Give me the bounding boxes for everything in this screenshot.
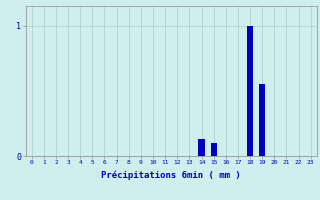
Bar: [198, 139, 204, 156]
Bar: [247, 26, 253, 156]
Bar: [211, 143, 217, 156]
Bar: [259, 84, 265, 156]
X-axis label: Précipitations 6min ( mm ): Précipitations 6min ( mm ): [101, 171, 241, 180]
